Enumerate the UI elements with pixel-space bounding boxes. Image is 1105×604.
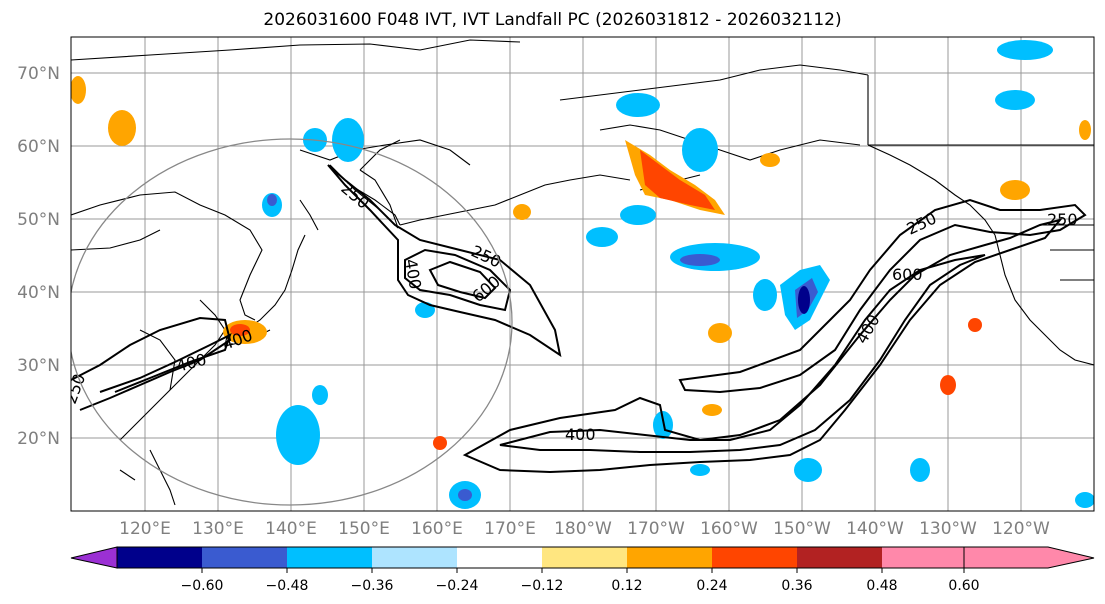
colorbar-extend-min [70,546,118,569]
colorbar-extend-max [963,546,1095,569]
colorbar-segment [372,547,457,568]
colorbar-segment [627,547,712,568]
lon-label: 140°W [846,519,904,539]
longitude-labels: 120°E 130°E 140°E 150°E 160°E 170°E 180°… [119,519,1050,539]
colorbar-segment [287,547,372,568]
colorbar-segment [202,547,287,568]
lat-label: 30°N [17,356,60,376]
lat-label: 20°N [17,429,60,449]
ivt-shading-positive [71,76,1091,450]
colorbar-segment [882,547,964,568]
colorbar-segment [797,547,882,568]
ivt-contours [71,164,1087,474]
colorbar-segment [542,547,627,568]
colorbar-tick-label: 0.12 [611,578,642,594]
colorbar-segment [117,547,202,568]
colorbar-tick-label: −0.36 [351,578,394,594]
colorbar-tick-label: −0.60 [181,578,224,594]
lat-label: 60°N [17,137,60,157]
colorbar-segment [712,547,797,568]
colorbar-ticks [201,568,965,573]
colorbar-border [116,546,965,569]
lon-label: 170°W [627,519,685,539]
colorbar-tick-label: 0.36 [781,578,812,594]
colorbar-tick-label: −0.12 [521,578,564,594]
lon-label: 140°E [265,519,317,539]
lon-label: 180°W [554,519,612,539]
colorbar-tick-label: 0.60 [948,578,979,594]
lon-label: 120°W [992,519,1050,539]
colorbar: −0.60 −0.48 −0.36 −0.24 −0.12 0.12 0.24 … [70,546,1095,594]
latitude-labels: 70°N 60°N 50°N 40°N 30°N 20°N [17,64,60,449]
ivt-shading-negative [262,40,1094,509]
lon-label: 130°E [192,519,244,539]
lon-label: 120°E [119,519,171,539]
lon-label: 150°W [773,519,831,539]
map-title: 2026031600 F048 IVT, IVT Landfall PC (20… [263,10,842,30]
lon-label: 150°E [338,519,390,539]
colorbar-segment [457,547,542,568]
colorbar-tick-label: 0.24 [696,578,727,594]
contour-label: 250 [1047,210,1078,229]
colorbar-tick-label: −0.48 [266,578,309,594]
lon-label: 170°E [484,519,536,539]
colorbar-tick-label: −0.24 [436,578,479,594]
lat-label: 50°N [17,210,60,230]
lon-label: 130°W [919,519,977,539]
map-frame [70,36,1095,512]
contour-label: 600 [892,265,923,284]
lat-label: 40°N [17,283,60,303]
lat-label: 70°N [17,64,60,84]
colorbar-tick-label: 0.48 [866,578,897,594]
lon-label: 160°E [411,519,463,539]
landfall-circle [71,138,513,506]
contour-label: 400 [565,425,596,444]
lon-label: 160°W [700,519,758,539]
